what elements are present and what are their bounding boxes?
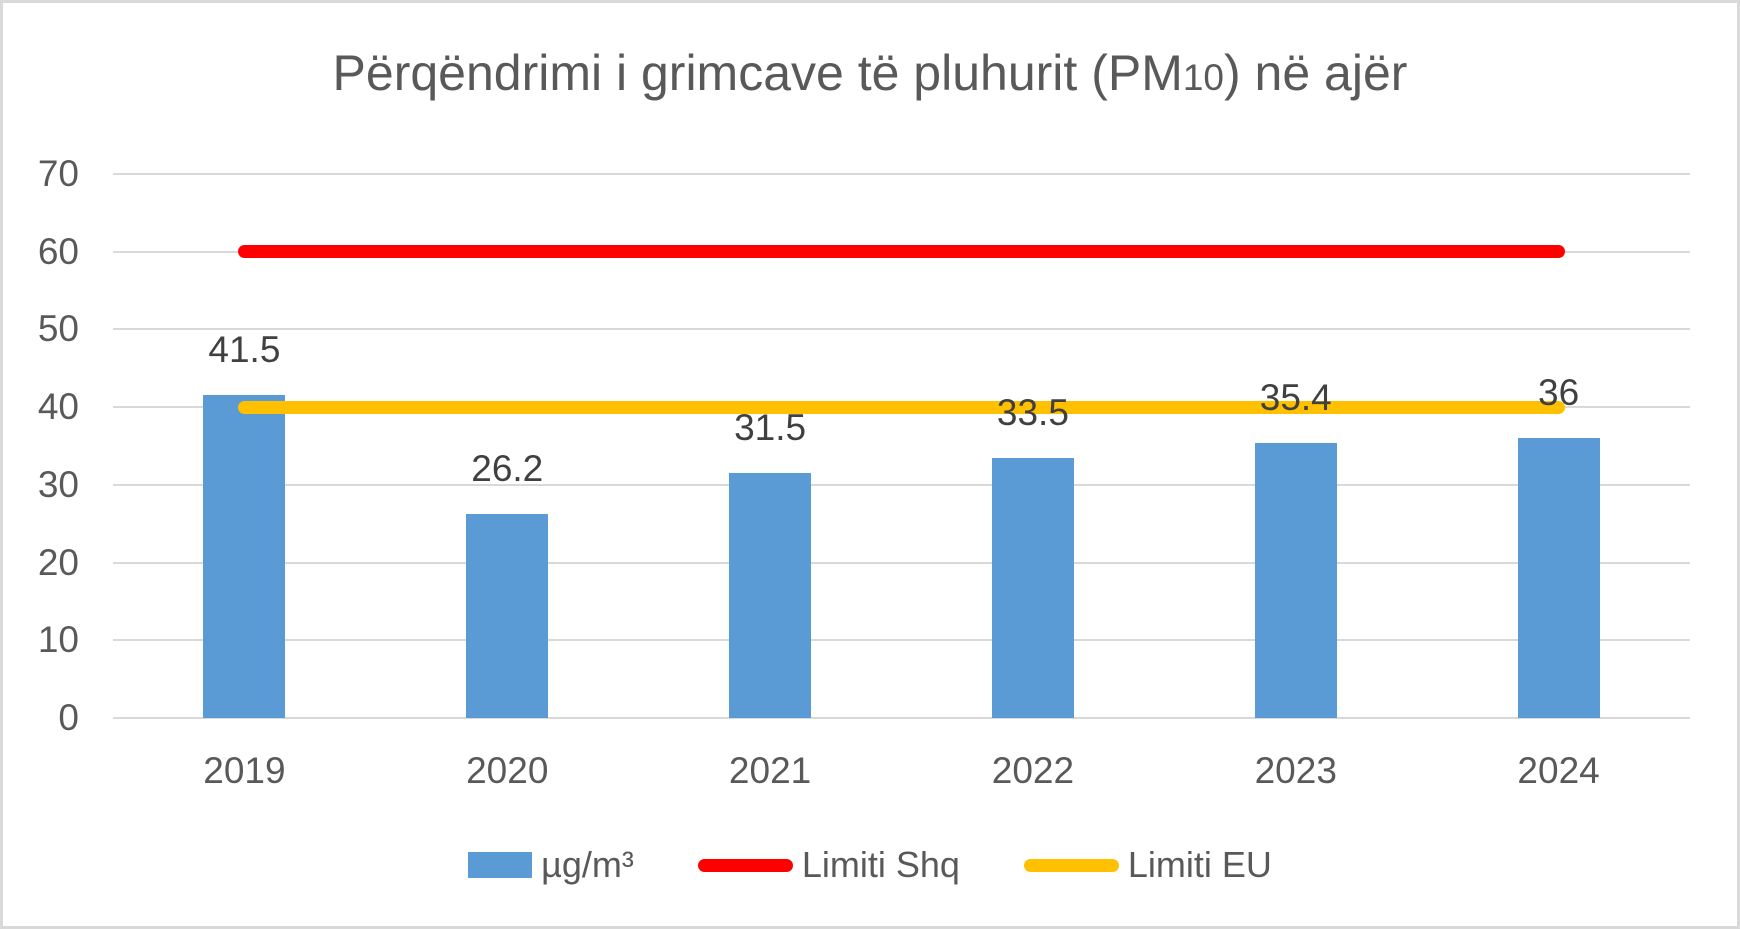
chart-title-subscript: 10 <box>1182 57 1224 98</box>
gridline-20 <box>113 561 1690 564</box>
bar-2019[interactable] <box>203 395 286 718</box>
x-axis-label-2024: 2024 <box>1517 750 1600 791</box>
legend-item-limiti-shq[interactable]: Limiti Shq <box>697 844 960 886</box>
y-axis-tick-label-60: 60 <box>37 230 79 272</box>
x-axis-label-2022: 2022 <box>991 750 1075 791</box>
gridline-0 <box>113 717 1690 719</box>
y-axis-tick-label-10: 10 <box>37 619 79 661</box>
y-axis-tick-label-20: 20 <box>37 541 79 583</box>
x-axis-label-2023: 2023 <box>1254 750 1337 791</box>
x-axis-label-2019: 2019 <box>203 750 286 791</box>
gridline-30 <box>113 483 1690 486</box>
legend-item-label-limiti-eu: Limiti EU <box>1127 844 1272 885</box>
legend-item-g-m[interactable]: µg/m³ <box>468 844 634 886</box>
legend-item-label-g-m: µg/m³ <box>541 844 634 885</box>
bar-value-label-2021: 31.5 <box>734 407 807 449</box>
legend-item-label-limiti-shq: Limiti Shq <box>801 844 960 885</box>
chart-title: Përqëndrimi i grimcave të pluhurit (PM10… <box>3 41 1737 110</box>
y-axis-tick-label-0: 0 <box>58 697 79 738</box>
bar-2020[interactable] <box>466 514 549 718</box>
gridline-50 <box>113 328 1690 331</box>
x-axis-label-2021: 2021 <box>728 750 812 791</box>
limit-line-limiti-eu[interactable] <box>238 400 1565 414</box>
bar-value-label-2022: 33.5 <box>996 391 1069 433</box>
legend: µg/m³ Limiti Shq Limiti EU <box>3 841 1737 889</box>
chart-title-text: Përqëndrimi i grimcave të pluhurit (PM <box>332 45 1183 101</box>
bar-2022[interactable] <box>991 457 1074 718</box>
y-axis-tick-label-50: 50 <box>37 308 79 350</box>
chart-title-suffix: ) në ajër <box>1224 45 1408 101</box>
bar-value-label-2023: 35.4 <box>1259 376 1332 418</box>
bar-value-label-2024: 36 <box>1538 372 1580 414</box>
gridline-10 <box>113 639 1690 642</box>
y-axis-tick-label-30: 30 <box>37 463 79 505</box>
bar-2023[interactable] <box>1254 442 1337 718</box>
gridline-70 <box>113 173 1690 175</box>
y-axis-tick-label-40: 40 <box>37 386 79 428</box>
legend-bar-swatch-icon <box>468 852 533 878</box>
bar-2024[interactable] <box>1517 438 1600 718</box>
legend-line-swatch-icon <box>1023 858 1119 872</box>
legend-line-swatch-icon <box>697 858 793 872</box>
bar-2021[interactable] <box>729 473 812 718</box>
bar-value-label-2020: 26.2 <box>471 448 544 490</box>
y-axis-tick-label-70: 70 <box>37 153 79 194</box>
legend-item-limiti-eu[interactable]: Limiti EU <box>1023 844 1272 886</box>
bar-value-label-2019: 41.5 <box>208 329 281 371</box>
x-axis-label-2020: 2020 <box>466 750 549 791</box>
limit-line-limiti-shq[interactable] <box>238 245 1565 259</box>
